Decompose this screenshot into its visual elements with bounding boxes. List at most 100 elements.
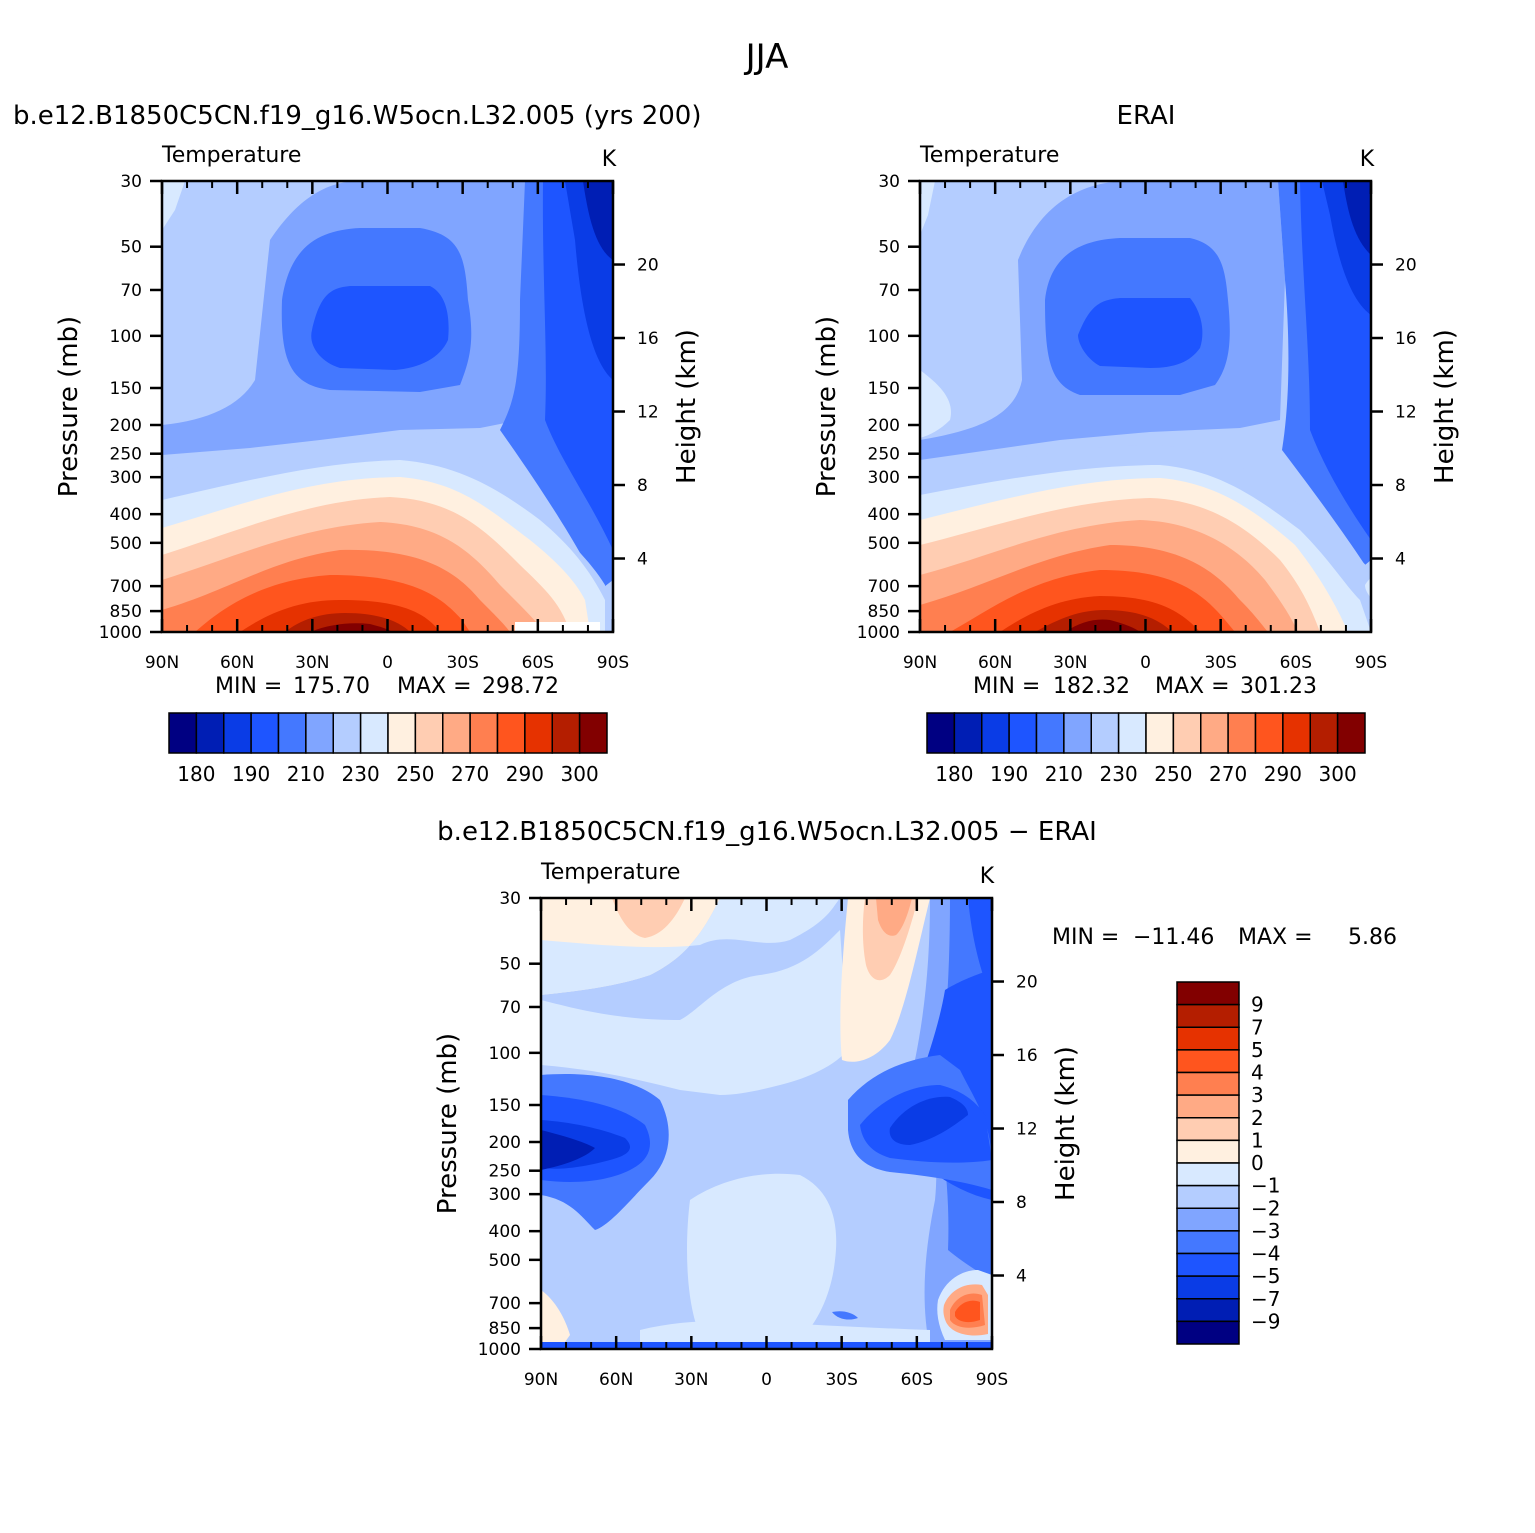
y-tick-label: 70	[120, 281, 142, 301]
contour-band	[612, 898, 685, 938]
x-tick-label: 30N	[674, 1370, 708, 1390]
y-axis-label: Pressure (mb)	[812, 316, 842, 497]
colorbar-label: 230	[1100, 762, 1138, 786]
colorbar-swatch	[953, 712, 983, 754]
colorbar-swatch	[926, 712, 956, 754]
y-tick-label: 50	[120, 238, 142, 258]
y2-tick-label: 20	[637, 256, 659, 276]
x-tick-label: 30S	[446, 653, 478, 673]
colorbar-swatch	[981, 712, 1010, 754]
contour-band	[955, 1300, 980, 1323]
panel-diff-min-value: −11.46	[1133, 925, 1214, 950]
colorbar-label: 250	[1154, 762, 1192, 786]
panel-obs-units: K	[1360, 147, 1375, 172]
colorbar-label: 190	[232, 762, 270, 786]
colorbar-swatch	[1309, 712, 1339, 754]
y-tick-label: 50	[878, 238, 900, 258]
x-tick-label: 0	[761, 1370, 772, 1390]
contour-band	[640, 1320, 930, 1349]
panel-model-contours	[162, 181, 613, 632]
y-tick-label: 300	[489, 1185, 521, 1205]
colorbar-swatch	[168, 712, 198, 754]
x-tick-label: 60N	[599, 1370, 633, 1390]
colorbar-label: 4	[1251, 1061, 1264, 1085]
colorbar-label: 270	[451, 762, 489, 786]
contour-band	[840, 898, 930, 1062]
contour-band	[311, 286, 449, 370]
x-tick-label: 90N	[145, 653, 179, 673]
y-tick-label: 200	[489, 1133, 521, 1153]
y2-tick-label: 16	[637, 329, 659, 349]
y-tick-label: 150	[110, 379, 142, 399]
y2-tick-label: 20	[1395, 256, 1417, 276]
y2-tick-label: 8	[637, 476, 648, 496]
colorbar-swatch	[1176, 1298, 1240, 1323]
x-tick-label: 0	[1140, 653, 1151, 673]
missing-data-mask	[515, 622, 600, 632]
y-tick-label: 300	[868, 468, 900, 488]
colorbar-label: 5	[1251, 1038, 1264, 1062]
colorbar-swatch	[469, 712, 499, 754]
colorbar-swatch	[1176, 1230, 1240, 1255]
x-tick-label: 60S	[1280, 653, 1312, 673]
panel-model: b.e12.B1850C5CN.f19_g16.W5ocn.L32.005 (y…	[13, 101, 702, 786]
y-tick-label: 150	[868, 379, 900, 399]
colorbar-swatch	[1008, 712, 1038, 754]
colorbar-label: 230	[342, 762, 380, 786]
colorbar-label: −5	[1251, 1264, 1280, 1288]
colorbar-label: −7	[1251, 1287, 1280, 1311]
y-tick-label: 70	[499, 998, 521, 1018]
colorbar-label: 210	[1045, 762, 1083, 786]
y-tick-label: 30	[878, 172, 900, 192]
y2-tick-label: 4	[637, 550, 648, 570]
colorbar-swatch	[195, 712, 225, 754]
colorbar-label: 2	[1251, 1106, 1264, 1130]
colorbar-swatch	[250, 712, 280, 754]
panel-obs-var: Temperature	[919, 143, 1059, 168]
y-tick-label: 100	[489, 1044, 521, 1064]
contour-band	[541, 1130, 595, 1170]
panel-diff-max-value: 5.86	[1348, 925, 1397, 950]
contour-band	[541, 930, 848, 1095]
y-tick-label: 1000	[857, 623, 900, 643]
panel-diff-var: Temperature	[540, 860, 680, 885]
y-tick-label: 150	[489, 1096, 521, 1116]
panel-diff: b.e12.B1850C5CN.f19_g16.W5ocn.L32.005 − …	[433, 817, 1397, 1390]
colorbar-label: 290	[1264, 762, 1302, 786]
colorbar-swatch	[223, 712, 252, 754]
colorbar-swatch	[1176, 1252, 1240, 1277]
contour-band	[583, 181, 613, 260]
y-tick-label: 500	[489, 1251, 521, 1271]
colorbar-swatch	[1176, 1049, 1240, 1074]
colorbar-label: 190	[990, 762, 1028, 786]
panel-diff-contours	[541, 898, 992, 1349]
panel-obs: ERAI Temperature K 90N 60N	[812, 101, 1460, 786]
x-tick-label: 90N	[524, 1370, 558, 1390]
colorbar-swatch	[1336, 712, 1366, 754]
colorbar-label: −4	[1251, 1242, 1280, 1266]
colorbar-swatch	[578, 712, 608, 754]
y-tick-label: 500	[110, 534, 142, 554]
x-tick-label: 90S	[1355, 653, 1387, 673]
colorbar-label: 3	[1251, 1083, 1264, 1107]
y-tick-label: 850	[868, 602, 900, 622]
contour-band	[876, 898, 912, 936]
y2-tick-label: 8	[1016, 1193, 1027, 1213]
panel-obs-min-value: 182.32	[1053, 674, 1130, 699]
panel-model-max-label: MAX =	[397, 674, 472, 699]
y2-axis-label: Height (km)	[1051, 1046, 1081, 1201]
x-tick-label: 60S	[522, 653, 554, 673]
x-tick-label: 60N	[220, 653, 254, 673]
y-axis-label: Pressure (mb)	[54, 316, 84, 497]
panel-obs-max-label: MAX =	[1155, 674, 1230, 699]
y2-tick-label: 4	[1395, 550, 1406, 570]
x-tick-label: 60S	[901, 1370, 933, 1390]
colorbar-label: −1	[1251, 1174, 1280, 1198]
y2-tick-label: 4	[1016, 1267, 1027, 1287]
colorbar-label: 290	[506, 762, 544, 786]
contour-band	[310, 623, 392, 632]
colorbar-label: 250	[396, 762, 434, 786]
panel-model-var: Temperature	[161, 143, 301, 168]
x-tick-label: 30S	[825, 1370, 857, 1390]
contour-band	[687, 1173, 837, 1340]
